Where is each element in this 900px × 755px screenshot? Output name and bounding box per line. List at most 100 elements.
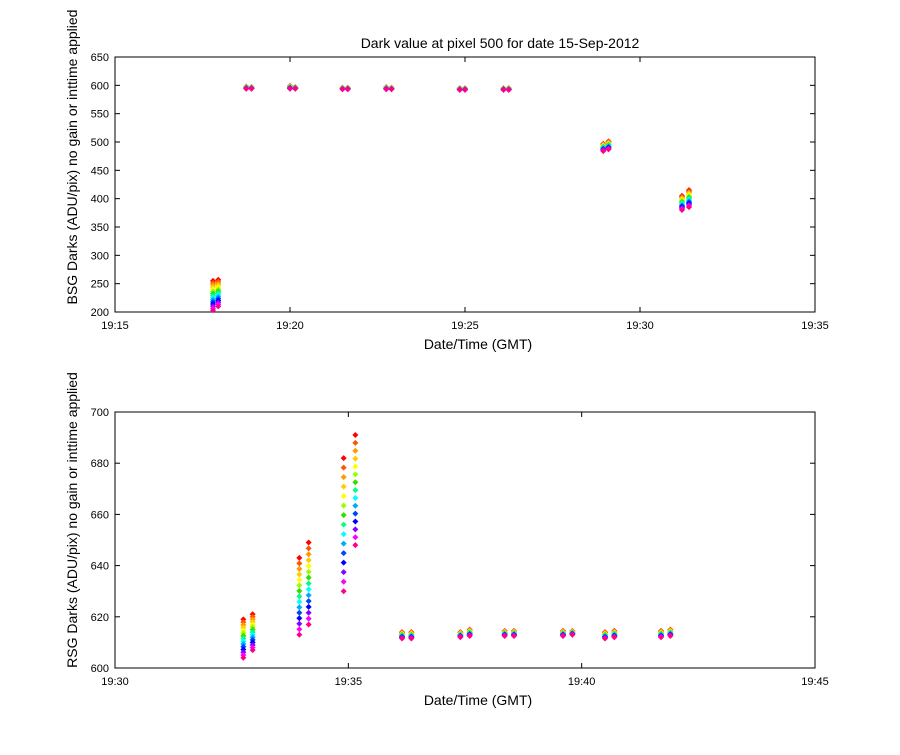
data-point: [352, 526, 359, 533]
data-point: [339, 86, 346, 93]
data-point: [344, 86, 351, 93]
data-point: [296, 598, 303, 605]
data-point: [305, 580, 312, 587]
data-point: [408, 635, 415, 642]
data-point: [456, 86, 463, 93]
data-point: [305, 609, 312, 616]
data-point: [352, 542, 359, 549]
data-point: [383, 86, 390, 93]
x-axis-label: Date/Time (GMT): [424, 336, 532, 352]
data-point: [305, 557, 312, 564]
y-tick-label: 600: [91, 663, 109, 675]
y-tick-label: 400: [91, 194, 109, 206]
x-tick-label: 19:30: [626, 320, 654, 332]
data-point: [352, 479, 359, 486]
y-ticks: 600 620 640 660 680 700: [91, 407, 815, 675]
data-point: [340, 493, 347, 500]
data-point: [352, 534, 359, 541]
data-point: [352, 487, 359, 494]
y-tick-label: 300: [91, 250, 109, 262]
data-point: [305, 592, 312, 599]
y-tick-label: 660: [91, 509, 109, 521]
plot-area-frame: [114, 56, 816, 313]
bsg-darks-chart: 200 250 300 350 400 450 500 550 600 650 19:15 19:2…: [64, 10, 829, 352]
y-tick-label: 600: [91, 80, 109, 92]
data-point: [505, 86, 512, 93]
data-point: [305, 598, 312, 605]
y-axis-label: RSG Darks (ADU/pix) no gain or inttime a…: [64, 372, 80, 668]
x-tick-label: 19:35: [801, 320, 829, 332]
data-point: [340, 540, 347, 547]
data-point: [240, 654, 247, 661]
x-tick-label: 19:35: [335, 676, 363, 688]
data-point: [340, 578, 347, 585]
data-point: [611, 634, 618, 641]
data-point: [305, 568, 312, 575]
plot-area-frame: [114, 411, 816, 669]
data-point: [466, 633, 473, 639]
y-tick-label: 640: [91, 561, 109, 573]
data-point: [560, 633, 566, 639]
data-point: [243, 85, 250, 92]
data-point: [215, 303, 222, 310]
x-tick-label: 19:25: [451, 320, 479, 332]
data-point: [305, 539, 312, 546]
data-point: [305, 615, 312, 622]
data-point: [352, 463, 359, 470]
y-tick-label: 680: [91, 458, 109, 470]
data-points: [210, 82, 692, 314]
data-point: [340, 483, 347, 490]
data-point: [249, 647, 256, 654]
data-point: [340, 588, 347, 595]
data-point: [605, 146, 612, 153]
data-point: [305, 586, 312, 593]
data-point: [287, 85, 293, 92]
data-point: [462, 86, 468, 93]
data-point: [340, 474, 347, 481]
data-point: [352, 510, 359, 517]
data-point: [658, 634, 664, 641]
data-point: [352, 502, 359, 509]
x-axis-label: Date/Time (GMT): [424, 692, 532, 708]
data-point: [511, 633, 517, 639]
data-point: [569, 631, 576, 638]
data-point: [210, 307, 216, 314]
data-point: [248, 85, 255, 92]
data-point: [340, 559, 347, 566]
y-tick-label: 620: [91, 612, 109, 624]
x-tick-label: 19:15: [101, 320, 129, 332]
data-point: [296, 609, 303, 616]
data-point: [340, 521, 347, 528]
x-tick-label: 19:30: [101, 676, 129, 688]
data-point: [296, 626, 303, 633]
data-point: [296, 571, 303, 578]
data-point: [296, 582, 303, 589]
x-tick-label: 19:40: [568, 676, 596, 688]
data-point: [352, 471, 359, 478]
data-point: [296, 565, 303, 572]
y-tick-label: 650: [91, 52, 109, 64]
x-tick-label: 19:20: [276, 320, 304, 332]
data-point: [296, 560, 303, 567]
data-point: [296, 554, 303, 561]
x-ticks: 19:30 19:35 19:40 19:45: [101, 412, 829, 688]
x-tick-label: 19:45: [801, 676, 829, 688]
data-point: [500, 86, 507, 93]
data-point: [352, 494, 359, 501]
data-point: [686, 204, 692, 211]
data-point: [457, 634, 464, 641]
data-point: [296, 576, 303, 583]
chart-title: Dark value at pixel 500 for date 15-Sep-…: [361, 35, 640, 51]
y-tick-label: 700: [91, 407, 109, 419]
data-point: [600, 148, 607, 155]
x-ticks: 19:15 19:20 19:25 19:30 19:35: [101, 57, 829, 332]
data-point: [305, 603, 312, 610]
data-point: [388, 86, 395, 93]
data-point: [340, 502, 347, 509]
y-ticks: 200 250 300 350 400 450 500 550 600 650: [91, 52, 815, 319]
data-point: [296, 587, 303, 594]
data-point: [305, 621, 312, 628]
data-point: [292, 85, 299, 92]
